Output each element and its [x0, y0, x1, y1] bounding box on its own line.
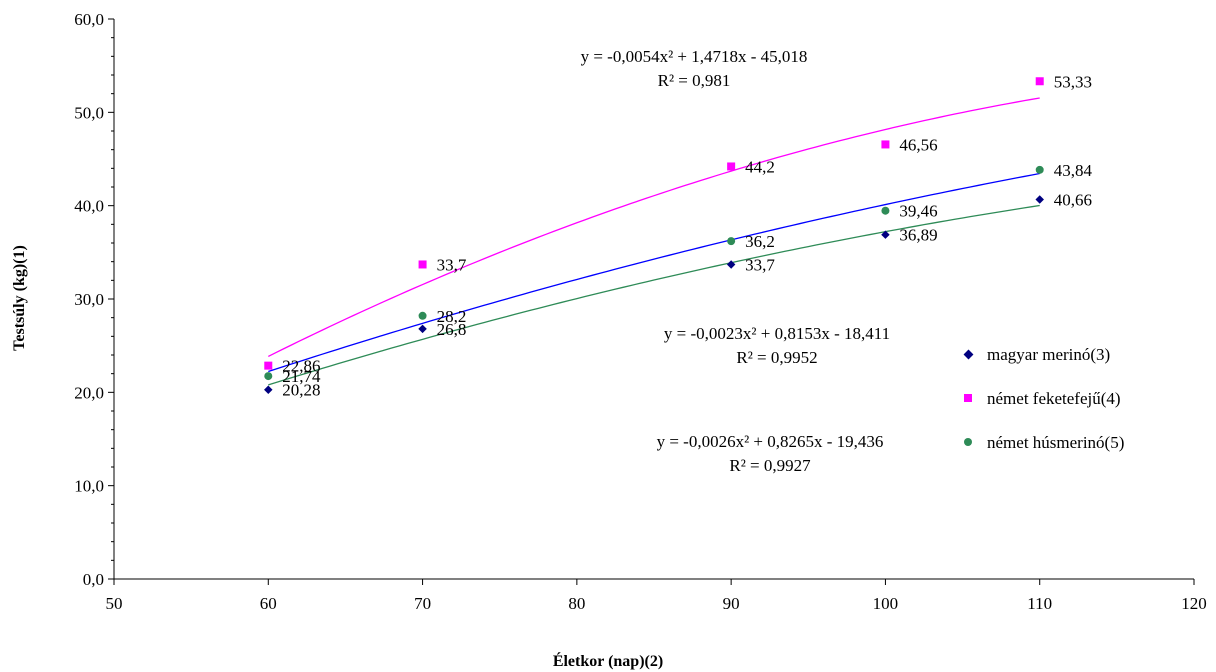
x-tick-label: 100	[873, 594, 899, 613]
data-label-series-1: 36,89	[899, 226, 937, 245]
data-label-series-3: 43,84	[1054, 161, 1093, 180]
legend-item-series-3: német húsmerinó(5)	[964, 433, 1124, 452]
data-label-series-3: 39,46	[899, 202, 937, 221]
r2-series-3: R² = 0,9927	[729, 456, 811, 475]
legend-label: magyar merinó(3)	[987, 345, 1110, 364]
data-point-series-1	[264, 385, 273, 394]
y-tick-label: 40,0	[74, 197, 104, 216]
legend-label: német húsmerinó(5)	[987, 433, 1124, 452]
y-tick-label: 0,0	[83, 570, 104, 589]
y-tick-label: 50,0	[74, 103, 104, 122]
y-tick-label: 60,0	[74, 10, 104, 29]
trendline-series-3	[268, 204, 1040, 386]
data-point-series-1	[418, 324, 427, 334]
x-tick-label: 110	[1027, 594, 1052, 613]
data-point-series-3	[881, 206, 890, 215]
legend-marker-diamond	[963, 349, 974, 360]
data-label-series-3: 36,2	[745, 232, 775, 251]
data-label-series-1: 26,8	[437, 320, 467, 339]
y-axis-title: Testsúly (kg)(1)	[11, 245, 28, 351]
data-point-series-2	[264, 361, 273, 370]
data-label-series-2: 44,2	[745, 157, 775, 176]
x-tick-label: 120	[1181, 594, 1207, 613]
legend: magyar merinó(3) német feketefejű(4) ném…	[963, 345, 1124, 452]
x-tick-label: 80	[568, 594, 585, 613]
data-label-series-3: 28,2	[437, 307, 467, 326]
equation-series-1: y = -0,0023x² + 0,8153x - 18,411	[664, 324, 890, 343]
x-axis-title: Életkor (nap)(2)	[553, 651, 663, 670]
r2-series-1: R² = 0,9952	[736, 348, 817, 367]
trendline-series-1	[268, 172, 1040, 373]
trendline-series-2	[268, 97, 1040, 357]
x-tick-label: 50	[106, 594, 123, 613]
legend-item-series-1: magyar merinó(3)	[963, 345, 1110, 364]
data-label-series-1: 33,7	[745, 255, 775, 274]
equation-series-3: y = -0,0026x² + 0,8265x - 19,436	[657, 432, 884, 451]
data-label-series-2: 22,86	[282, 357, 320, 376]
data-point-series-3	[264, 372, 273, 381]
data-point-series-1	[1035, 195, 1044, 204]
legend-label: német feketefejű(4)	[987, 389, 1121, 408]
data-label-series-1: 40,66	[1054, 191, 1092, 210]
data-point-series-2	[1035, 77, 1044, 86]
data-points	[264, 77, 1044, 394]
trendlines	[268, 97, 1040, 386]
data-label-series-1: 20,28	[282, 381, 320, 400]
r2-series-2: R² = 0,981	[658, 71, 731, 90]
data-point-series-2	[418, 260, 427, 269]
x-tick-label: 90	[723, 594, 740, 613]
equation-series-2: y = -0,0054x² + 1,4718x - 45,018	[581, 47, 808, 66]
legend-marker-circle	[964, 438, 972, 446]
data-point-series-3	[727, 237, 736, 246]
x-tick-label: 60	[260, 594, 277, 613]
data-label-series-2: 53,33	[1054, 72, 1092, 91]
data-label-series-3: 21,74	[282, 367, 321, 386]
legend-marker-square	[964, 394, 972, 402]
data-label-series-2: 46,56	[899, 135, 937, 154]
legend-item-series-2: német feketefejű(4)	[964, 389, 1121, 408]
data-point-series-2	[727, 162, 736, 171]
data-point-series-3	[418, 311, 427, 320]
data-point-series-2	[881, 140, 890, 149]
data-labels: 20,28 26,8 33,7 36,89 40,66 22,86 33,7 44,2 46,5…	[282, 72, 1092, 399]
axes: 0,0 10,0 20,0 30,0 40,0 50,0 60,0 50 60 70 80 90 100…	[74, 10, 1207, 613]
x-tick-label: 70	[414, 594, 431, 613]
data-point-series-3	[1035, 165, 1044, 174]
data-label-series-2: 33,7	[437, 255, 467, 274]
y-tick-label: 10,0	[74, 477, 104, 496]
y-tick-label: 20,0	[74, 383, 104, 402]
data-point-series-1	[726, 260, 736, 269]
y-tick-label: 30,0	[74, 290, 104, 309]
